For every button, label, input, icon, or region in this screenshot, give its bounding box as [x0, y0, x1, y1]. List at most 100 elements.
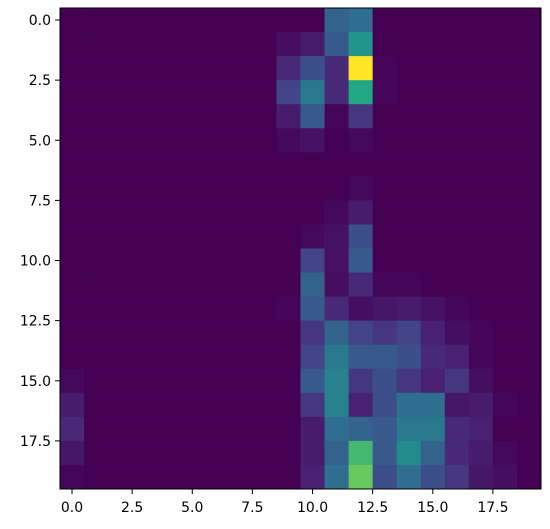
heatmap-cell-r2-c11: [324, 56, 349, 81]
x-tick-label-5: 12.5: [357, 500, 388, 516]
heatmap-cell-r13-c16: [444, 320, 470, 346]
heatmap-cell-r5-c1: [84, 128, 109, 153]
x-tick-label-6: 15.0: [417, 500, 448, 516]
heatmap-cell-r11-c0: [60, 272, 85, 297]
heatmap-cell-r6-c13: [372, 152, 398, 177]
heatmap-cell-r5-c2: [108, 128, 133, 153]
heatmap-cell-r16-c16: [444, 392, 470, 418]
heatmap-cell-r10-c13: [372, 248, 398, 273]
y-tick-label-0: 0.0: [29, 13, 51, 29]
heatmap-cell-r2-c13: [372, 56, 398, 81]
heatmap-cell-r0-c11: [324, 8, 349, 33]
heatmap-cell-r14-c17: [468, 344, 494, 370]
heatmap-cell-r3-c3: [132, 80, 157, 105]
heatmap-cell-r7-c1: [84, 176, 109, 201]
heatmap-cell-r15-c12: [348, 368, 374, 394]
heatmap-cell-r2-c2: [108, 56, 133, 81]
heatmap-cell-r13-c19: [516, 320, 542, 346]
heatmap-cell-r3-c1: [84, 80, 109, 105]
heatmap-cell-r18-c12: [348, 440, 374, 466]
heatmap-cell-r0-c2: [108, 8, 133, 33]
heatmap-cell-r11-c5: [180, 272, 205, 297]
heatmap-cell-r9-c19: [516, 224, 542, 249]
heatmap-cell-r3-c6: [204, 80, 229, 105]
heatmap-cell-r14-c11: [324, 344, 349, 370]
heatmap-cell-r6-c15: [420, 152, 446, 177]
heatmap-cell-r16-c17: [468, 392, 494, 418]
heatmap-cell-r10-c19: [516, 248, 542, 273]
heatmap-cell-r12-c17: [468, 296, 494, 322]
heatmap-cell-r8-c7: [228, 200, 253, 225]
heatmap-cell-r17-c10: [300, 416, 325, 442]
heatmap-cell-r5-c3: [132, 128, 157, 153]
heatmap-cell-r1-c8: [252, 32, 277, 57]
heatmap-cell-r4-c5: [180, 104, 205, 129]
y-tick-label-2: 5.0: [29, 133, 51, 149]
heatmap-cell-r1-c13: [372, 32, 398, 57]
heatmap-cell-r10-c9: [276, 248, 301, 273]
heatmap-cell-r15-c19: [516, 368, 542, 394]
heatmap-cell-r7-c19: [516, 176, 542, 201]
heatmap-cell-r16-c19: [516, 392, 542, 418]
heatmap-cell-r9-c8: [252, 224, 277, 249]
heatmap-cell-r13-c7: [228, 320, 253, 346]
heatmap-cell-r2-c4: [156, 56, 181, 81]
heatmap-cell-r19-c19: [516, 464, 542, 490]
heatmap-cell-r7-c11: [324, 176, 349, 201]
heatmap-cell-r19-c10: [300, 464, 325, 490]
heatmap-cell-r1-c17: [468, 32, 494, 57]
heatmap-cell-r3-c10: [300, 80, 325, 105]
heatmap-cell-r8-c3: [132, 200, 157, 225]
heatmap-cell-r6-c0: [60, 152, 85, 177]
heatmap-cell-r19-c13: [372, 464, 398, 490]
heatmap-cell-r3-c13: [372, 80, 398, 105]
x-tick-label-2: 5.0: [181, 500, 203, 516]
heatmap-cell-r14-c12: [348, 344, 374, 370]
heatmap-cell-r18-c10: [300, 440, 325, 466]
heatmap-cell-r12-c4: [156, 296, 181, 322]
heatmap-cell-r7-c4: [156, 176, 181, 201]
heatmap-cell-r1-c1: [84, 32, 109, 57]
heatmap-cell-r3-c2: [108, 80, 133, 105]
heatmap-cell-r9-c7: [228, 224, 253, 249]
heatmap-cell-r18-c4: [156, 440, 181, 466]
heatmap-cell-r12-c0: [60, 296, 85, 322]
heatmap-cell-r17-c11: [324, 416, 349, 442]
heatmap-cell-r4-c18: [492, 104, 518, 129]
heatmap-cell-r15-c8: [252, 368, 277, 394]
heatmap-cell-r17-c4: [156, 416, 181, 442]
heatmap-cell-r6-c2: [108, 152, 133, 177]
heatmap-cell-r8-c5: [180, 200, 205, 225]
heatmap-cell-r9-c5: [180, 224, 205, 249]
heatmap-cell-r12-c9: [276, 296, 301, 322]
heatmap-cell-r13-c13: [372, 320, 398, 346]
heatmap-cell-r2-c7: [228, 56, 253, 81]
heatmap-cell-r18-c9: [276, 440, 301, 466]
heatmap-cell-r10-c10: [300, 248, 325, 273]
heatmap-cell-r19-c8: [252, 464, 277, 490]
heatmap-cell-r5-c13: [372, 128, 398, 153]
heatmap-cell-r3-c0: [60, 80, 85, 105]
heatmap-cell-r4-c6: [204, 104, 229, 129]
heatmap-cell-r18-c6: [204, 440, 229, 466]
heatmap-cell-r7-c8: [252, 176, 277, 201]
heatmap-cell-r14-c9: [276, 344, 301, 370]
heatmap-cell-r4-c4: [156, 104, 181, 129]
heatmap-cell-r19-c18: [492, 464, 518, 490]
heatmap-cell-r3-c4: [156, 80, 181, 105]
heatmap-cell-r15-c7: [228, 368, 253, 394]
heatmap-cell-r13-c14: [396, 320, 422, 346]
heatmap-cell-r0-c14: [396, 8, 422, 33]
heatmap-cell-r17-c13: [372, 416, 398, 442]
heatmap-cell-r12-c7: [228, 296, 253, 322]
heatmap-cell-r7-c16: [444, 176, 470, 201]
x-tick-label-0: 0.0: [61, 500, 83, 516]
heatmap-cell-r4-c2: [108, 104, 133, 129]
y-tick-label-7: 17.5: [20, 434, 51, 450]
heatmap-cell-r13-c18: [492, 320, 518, 346]
heatmap-cell-r5-c19: [516, 128, 542, 153]
heatmap-cell-r19-c3: [132, 464, 157, 490]
heatmap-cell-r4-c14: [396, 104, 422, 129]
heatmap-cell-r15-c0: [60, 368, 85, 394]
heatmap-cell-r1-c5: [180, 32, 205, 57]
